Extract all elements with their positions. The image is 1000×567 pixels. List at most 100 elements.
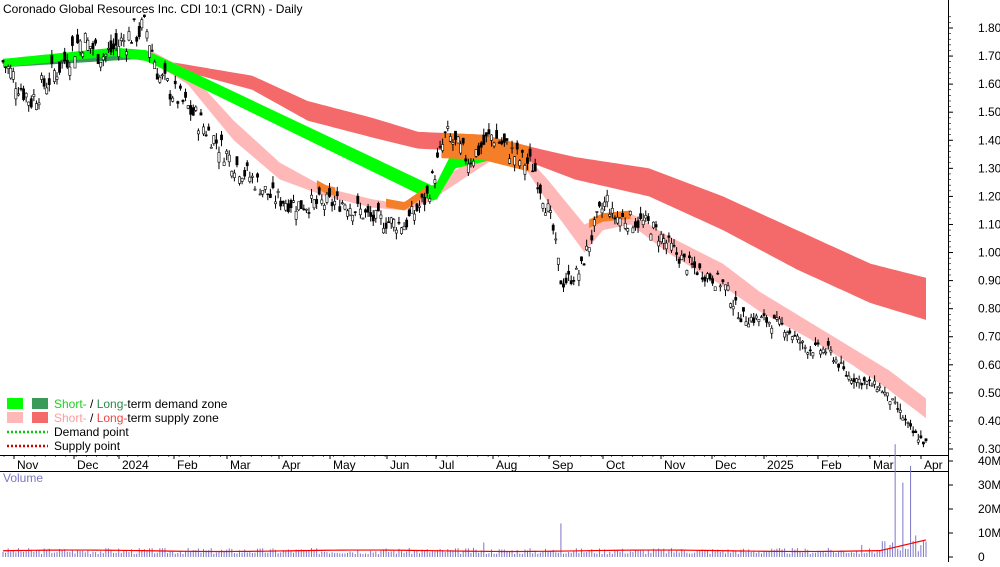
candle-body: [47, 78, 51, 85]
candle-body: [158, 76, 162, 83]
candle-body: [695, 272, 699, 275]
candle-body: [173, 80, 177, 85]
legend-long-term: Long-: [97, 397, 128, 411]
candle-body: [461, 138, 465, 144]
candle: [199, 108, 203, 116]
candle-body: [53, 70, 56, 82]
candle-body: [76, 34, 79, 44]
candle: [176, 100, 180, 109]
candle-body: [459, 143, 463, 154]
candle-body: [289, 199, 293, 209]
y-tick-label: 1.70: [978, 49, 1000, 63]
candle-body: [258, 193, 262, 196]
candle: [263, 185, 267, 193]
y-axis: 1.80 1.70 1.60 1.50 1.40 1.30 1.20 1.10 1.00 0.90…: [948, 0, 1000, 562]
candle-body: [214, 139, 218, 144]
legend-label: Short- / Long-term supply zone: [54, 411, 219, 425]
candle-body: [505, 138, 509, 141]
candle: [119, 32, 123, 47]
candle: [600, 202, 604, 218]
candle-body: [335, 191, 339, 197]
candle-body: [181, 99, 185, 102]
candle: [83, 32, 87, 43]
candle-body: [50, 54, 54, 64]
candle-body: [605, 194, 609, 203]
candle: [824, 348, 828, 356]
candle: [567, 264, 571, 282]
candle-body: [731, 306, 735, 310]
candle-body: [508, 158, 511, 164]
candle: [356, 193, 360, 208]
candle: [850, 378, 853, 385]
candle-body: [523, 165, 527, 175]
candle-body: [135, 37, 139, 42]
candle-body: [209, 146, 213, 149]
candle: [875, 386, 879, 393]
candle: [783, 329, 786, 341]
candle-body: [479, 142, 483, 148]
candle-body: [163, 63, 167, 74]
candle: [428, 194, 432, 204]
candle: [775, 311, 779, 323]
candle-body: [538, 184, 542, 194]
volume-title: Volume: [3, 471, 43, 485]
candle: [536, 182, 540, 194]
candle-body: [700, 277, 704, 280]
x-tick-label: Nov: [17, 458, 38, 472]
candle: [71, 35, 74, 52]
candle-body: [179, 85, 182, 89]
candle: [240, 177, 244, 185]
candle: [533, 158, 537, 172]
candle-body: [407, 209, 411, 217]
candle-body: [207, 126, 211, 131]
candle-body: [284, 203, 288, 211]
candle: [109, 34, 113, 55]
candle-body: [819, 350, 822, 355]
candle: [706, 271, 709, 283]
candle-body: [317, 187, 321, 195]
candle: [762, 309, 766, 321]
candle-body: [698, 263, 702, 269]
candle: [127, 26, 131, 42]
candle-body: [410, 206, 414, 214]
candle-body: [924, 438, 928, 441]
candle: [662, 233, 666, 250]
candle-body: [281, 200, 285, 204]
candle-body: [659, 234, 663, 243]
candle: [466, 158, 470, 176]
candle-body: [22, 88, 25, 100]
candle: [569, 275, 573, 286]
candle: [78, 39, 82, 56]
candle: [271, 176, 275, 190]
candle-body: [649, 233, 653, 241]
candle: [865, 380, 869, 390]
candle-body: [821, 348, 825, 353]
y-tick-label: 1.20: [978, 189, 1000, 203]
candle-body: [65, 59, 69, 68]
candle-body: [148, 45, 151, 58]
candle-body: [718, 285, 722, 288]
candle: [68, 62, 72, 81]
y-tick-label: 1.60: [978, 77, 1000, 91]
candle: [140, 17, 144, 31]
candle-body: [438, 146, 442, 148]
candle: [806, 351, 810, 359]
candle: [785, 330, 789, 342]
candle: [55, 72, 59, 85]
y-tick-label: 0.30: [978, 442, 1000, 456]
candle: [130, 40, 133, 44]
candle-body: [590, 235, 594, 241]
candle: [505, 138, 509, 145]
candle-body: [456, 136, 460, 144]
candle: [1, 59, 5, 64]
candle: [549, 205, 553, 219]
candle-body: [533, 163, 537, 172]
candle: [572, 276, 576, 286]
y-tick-label: 0.60: [978, 358, 1000, 372]
candle: [179, 83, 182, 91]
candle: [703, 274, 707, 287]
candle: [361, 217, 365, 220]
candle: [284, 199, 288, 212]
candle: [531, 163, 535, 173]
candle-body: [304, 208, 308, 211]
